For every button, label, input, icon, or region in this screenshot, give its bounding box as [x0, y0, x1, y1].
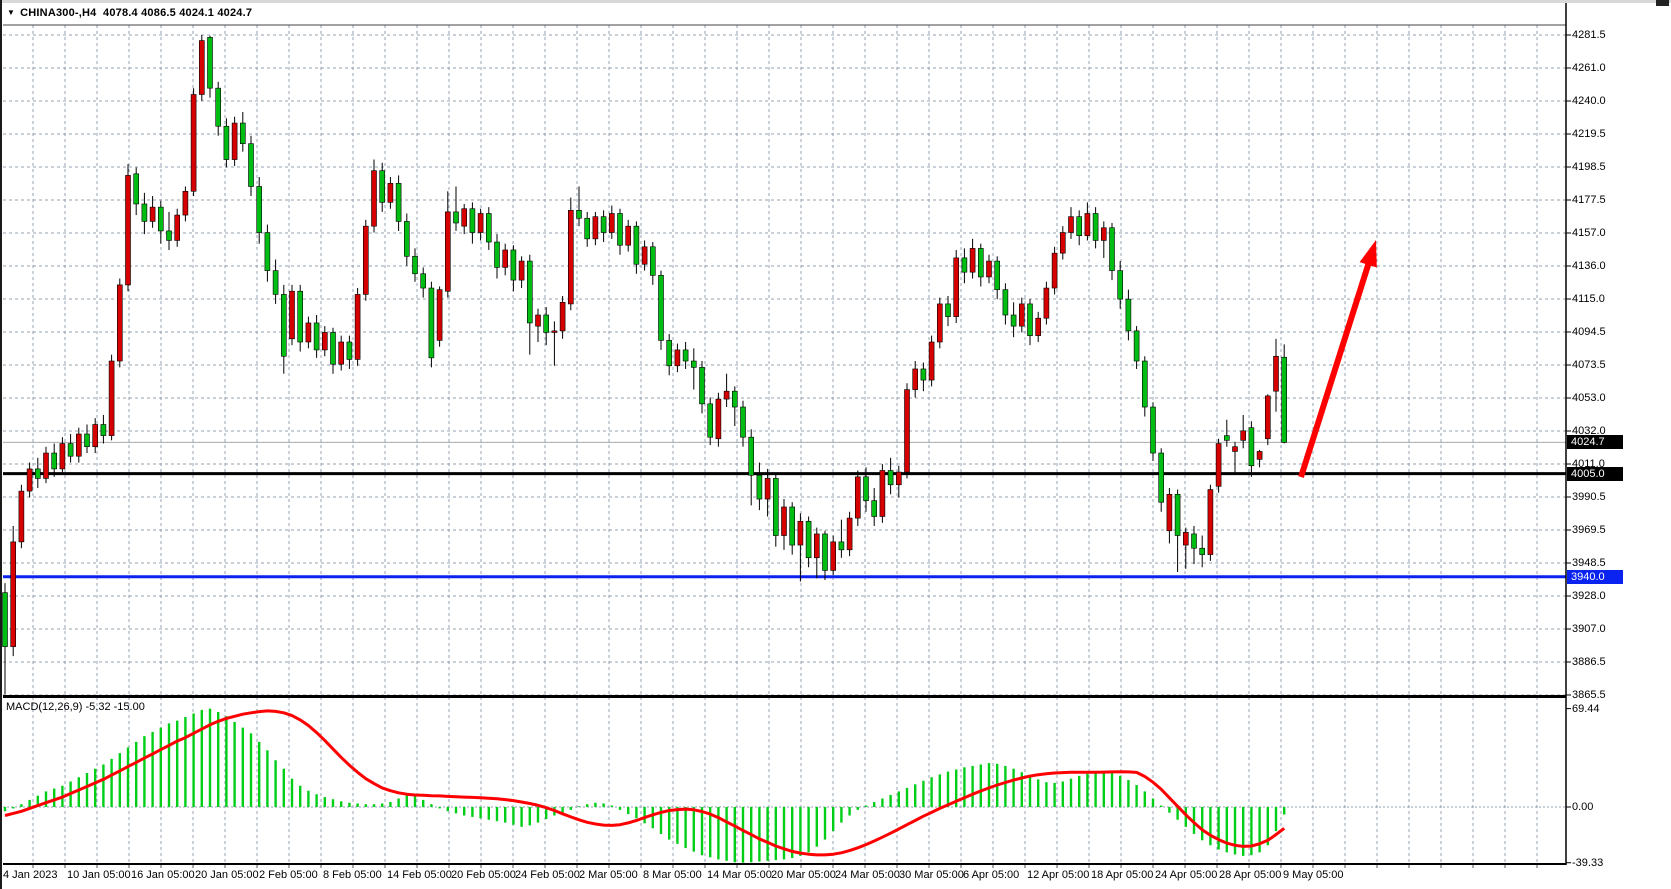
price-tick-label: 4136.0: [1572, 260, 1606, 272]
time-tick-label: 28 Apr 05:00: [1219, 869, 1282, 881]
symbol-period-label: CHINA300-,H4: [20, 7, 97, 19]
price-tick-label: 3865.5: [1572, 689, 1606, 701]
time-tick-label: 14 Mar 05:00: [707, 869, 772, 881]
price-tick-label: 4219.5: [1572, 128, 1606, 140]
time-tick-label: 8 Feb 05:00: [323, 869, 382, 881]
price-tick-label: 3948.5: [1572, 557, 1606, 569]
price-tick-label: 3990.5: [1572, 491, 1606, 503]
price-tick-label: 4094.5: [1572, 326, 1606, 338]
time-tick-label: 24 Feb 05:00: [515, 869, 580, 881]
price-tick-label: 4032.0: [1572, 425, 1606, 437]
time-tick-label: 2 Mar 05:00: [579, 869, 638, 881]
price-tick-label: 3907.0: [1572, 623, 1606, 635]
price-tick-label: 3928.0: [1572, 590, 1606, 602]
time-tick-label: 4 Jan 2023: [3, 869, 58, 881]
chart-corner-button[interactable]: [1656, 0, 1669, 6]
window-top-edge: [0, 0, 1671, 3]
macd-tick-label: 0.00: [1572, 801, 1594, 813]
price-tick-label: 4261.0: [1572, 62, 1606, 74]
time-tick-label: 20 Mar 05:00: [771, 869, 836, 881]
price-badge-4005.0: 4005.0: [1567, 466, 1623, 481]
horizontal-level-lines: [3, 441, 1566, 579]
time-tick-label: 24 Apr 05:00: [1155, 869, 1218, 881]
grid-lines: [3, 25, 1571, 868]
price-tick-label: 3886.5: [1572, 656, 1606, 668]
macd-indicator-label: MACD(12,26,9) -5.32 -15.00: [6, 701, 145, 713]
time-tick-label: 8 Mar 05:00: [643, 869, 702, 881]
time-tick-label: 20 Jan 05:00: [195, 869, 259, 881]
price-tick-label: 4157.0: [1572, 227, 1606, 239]
time-tick-label: 10 Jan 05:00: [67, 869, 131, 881]
chart-title: ▼ CHINA300-,H4 4078.4 4086.5 4024.1 4024.…: [7, 7, 252, 19]
one-click-trading-arrow-icon[interactable]: ▼: [7, 8, 16, 17]
time-tick-label: 9 May 05:00: [1283, 869, 1344, 881]
time-tick-label: 12 Apr 05:00: [1027, 869, 1090, 881]
time-tick-label: 6 Apr 05:00: [963, 869, 1020, 881]
price-tick-label: 4053.0: [1572, 392, 1606, 404]
price-tick-label: 4198.5: [1572, 161, 1606, 173]
macd-tick-label: 69.44: [1572, 702, 1600, 715]
macd-indicator-plot: [3, 708, 1286, 863]
macd-value: -5.32: [85, 701, 111, 713]
panel-frame: [3, 3, 1567, 865]
price-badge-4024.7: 4024.7: [1567, 435, 1623, 450]
price-tick-label: 4177.5: [1572, 194, 1606, 206]
time-tick-label: 24 Mar 05:00: [835, 869, 900, 881]
time-tick-label: 16 Jan 05:00: [131, 869, 195, 881]
candlestick-series: [2, 35, 1287, 695]
price-tick-label: 4281.5: [1572, 29, 1606, 41]
price-badge-3940.0: 3940.0: [1567, 569, 1623, 584]
price-tick-label: 4073.5: [1572, 359, 1606, 371]
red-up-arrow-annotation[interactable]: [1298, 240, 1377, 478]
macd-signal-line: [4, 709, 1286, 857]
time-tick-label: 2 Feb 05:00: [259, 869, 318, 881]
time-tick-label: 30 Mar 05:00: [899, 869, 964, 881]
time-tick-label: 20 Feb 05:00: [451, 869, 516, 881]
price-tick-label: 4240.0: [1572, 95, 1606, 107]
macd-signal-value: -15.00: [113, 701, 145, 713]
time-tick-label: 18 Apr 05:00: [1091, 869, 1154, 881]
price-tick-label: 3969.5: [1572, 524, 1606, 536]
window-left-edge: [0, 0, 2, 889]
ohlc-values: 4078.4 4086.5 4024.1 4024.7: [103, 7, 253, 19]
price-tick-label: 4115.0: [1572, 293, 1605, 305]
macd-tick-label: -39.33: [1572, 856, 1604, 869]
time-tick-label: 14 Feb 05:00: [387, 869, 452, 881]
